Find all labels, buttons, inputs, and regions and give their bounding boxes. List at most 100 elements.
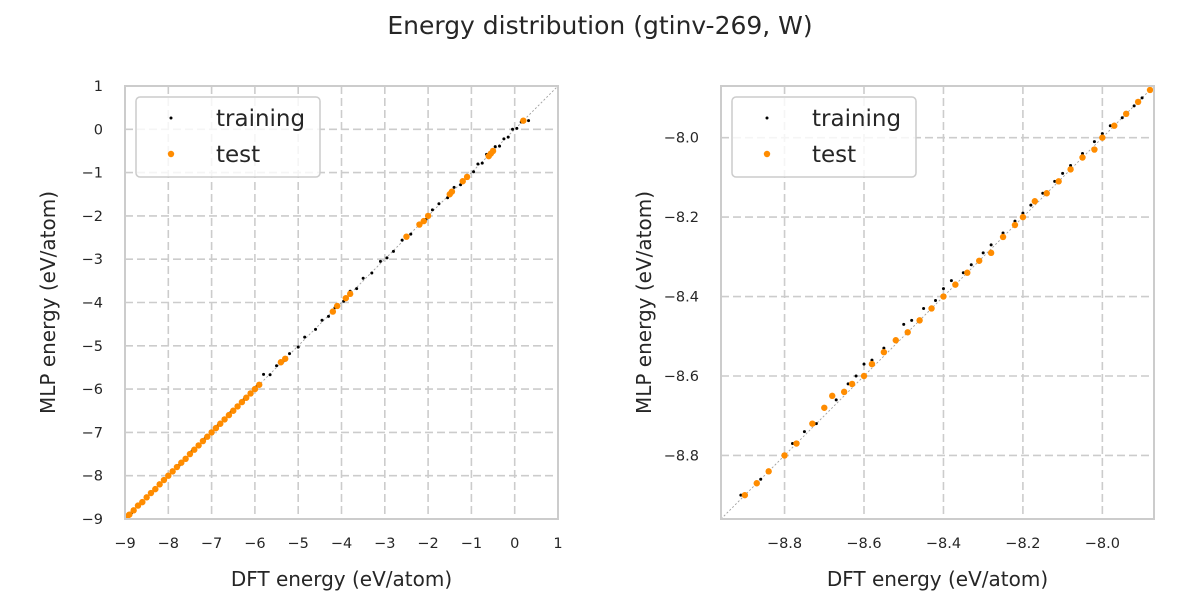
test-point (182, 455, 189, 463)
test-point (459, 178, 466, 185)
training-point (941, 287, 945, 291)
x-tick-label: −9 (114, 536, 135, 552)
training-point (802, 430, 806, 434)
test-point (230, 407, 237, 414)
y-tick-label: −2 (82, 209, 103, 225)
test-point (1019, 213, 1027, 221)
training-point (1021, 211, 1025, 215)
test-point (1091, 146, 1098, 153)
test-point (130, 507, 137, 514)
training-point (511, 127, 515, 131)
training-point (355, 287, 359, 291)
legend-label-test: test (812, 142, 856, 168)
training-point (400, 238, 404, 242)
training-point (759, 477, 763, 481)
test-point (1043, 190, 1050, 197)
training-point (882, 346, 886, 350)
training-point (262, 372, 266, 376)
training-point (814, 422, 818, 426)
x-axis-label: DFT energy (eV/atom) (231, 567, 452, 591)
training-point (862, 362, 866, 366)
legend-box (135, 96, 321, 178)
y-tick-label: −8.0 (664, 131, 699, 147)
test-point (821, 404, 828, 411)
y-tick-label: −8 (82, 469, 103, 485)
training-point (303, 335, 307, 339)
legend-marker-training (765, 116, 769, 120)
chart-panel-left: −9 −8 −7 −6 −5 −4 −3 −2 −1 0 1 −9 −8 −7 −6 −5 −4 −3 −2 −1 0 1… (36, 79, 563, 591)
training-point (1108, 124, 1112, 128)
training-point (296, 345, 300, 349)
training-point (493, 145, 497, 149)
test-point (520, 117, 527, 124)
y-tick-label: −9 (82, 512, 103, 528)
training-point (1140, 96, 1144, 100)
x-tick-label: −8.0 (1085, 536, 1120, 552)
test-point (225, 411, 233, 419)
x-tick-label: −8.4 (926, 536, 961, 552)
test-point (1099, 134, 1106, 141)
x-tick-label: −7 (201, 536, 222, 552)
legend-marker-test (167, 150, 175, 158)
training-point (391, 249, 395, 253)
training-point (268, 373, 272, 377)
test-point (195, 442, 202, 449)
test-point (1111, 122, 1118, 129)
training-point (378, 259, 382, 263)
test-point (1031, 198, 1039, 205)
training-point (476, 162, 480, 166)
training-point (515, 126, 519, 130)
test-point (243, 394, 250, 401)
y-axis-label: MLP energy (eV/atom) (36, 191, 60, 414)
y-axis-label: MLP energy (eV/atom) (632, 191, 656, 414)
training-point (910, 318, 914, 322)
test-point (186, 450, 194, 458)
test-point (1134, 98, 1142, 106)
training-point (870, 358, 874, 362)
y-tick-label: −8.4 (664, 290, 699, 306)
axes-frame (720, 85, 1155, 520)
training-point (409, 232, 413, 236)
test-point (346, 290, 354, 298)
test-point (238, 398, 246, 406)
test-point (277, 359, 285, 366)
test-point (868, 360, 876, 368)
x-tick-label: −6 (244, 536, 265, 552)
training-point (1001, 231, 1005, 235)
test-point (964, 269, 971, 276)
test-point (403, 233, 410, 240)
test-point (904, 329, 911, 336)
y-tick-label: −8.8 (664, 448, 699, 464)
y-tick-label: −3 (82, 252, 103, 268)
y-tick-label: −8.2 (664, 210, 699, 226)
y-tick-label: −4 (82, 296, 103, 312)
test-point (416, 221, 423, 228)
test-point (848, 380, 856, 388)
test-point (952, 281, 959, 288)
y-tick-label: 0 (94, 122, 103, 138)
test-point (940, 293, 947, 300)
x-tick-label: −8.2 (1005, 536, 1040, 552)
test-point (793, 440, 800, 447)
training-point (370, 271, 374, 275)
y-tick-label: −8.6 (664, 369, 699, 385)
training-point (902, 322, 906, 326)
test-point (191, 446, 198, 453)
test-point (212, 424, 220, 432)
test-point (463, 173, 471, 181)
training-point (949, 279, 953, 283)
test-point (208, 429, 215, 436)
legend-label-training: training (216, 106, 305, 132)
legend-box (731, 96, 917, 178)
training-point (502, 137, 506, 141)
test-point (256, 381, 263, 388)
training-point (472, 170, 476, 174)
training-point (739, 493, 743, 497)
legend-label-test: test (216, 142, 260, 168)
x-tick-label: −1 (461, 536, 482, 552)
training-point (1080, 152, 1084, 156)
training-point (846, 382, 850, 386)
training-point (834, 398, 838, 402)
training-point (498, 144, 502, 148)
test-point (329, 308, 337, 315)
